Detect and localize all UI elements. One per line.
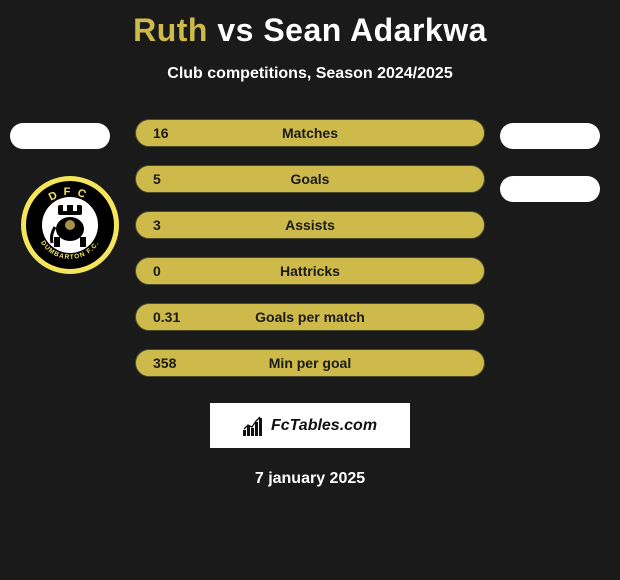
stat-row-hattricks: 0 Hattricks bbox=[135, 257, 485, 285]
club-badge: DFC DUMBARTON F.C. bbox=[20, 175, 120, 275]
stat-label: Matches bbox=[136, 125, 484, 141]
left-placeholder-pill-1 bbox=[10, 123, 110, 149]
stat-row-min-per-goal: 358 Min per goal bbox=[135, 349, 485, 377]
vs-separator: vs bbox=[208, 12, 263, 48]
player-b-name: Sean Adarkwa bbox=[263, 12, 487, 48]
stat-row-goals: 5 Goals bbox=[135, 165, 485, 193]
stat-row-assists: 3 Assists bbox=[135, 211, 485, 239]
stat-row-matches: 16 Matches bbox=[135, 119, 485, 147]
subtitle: Club competitions, Season 2024/2025 bbox=[0, 65, 620, 83]
stat-label: Assists bbox=[136, 217, 484, 233]
stat-row-goals-per-match: 0.31 Goals per match bbox=[135, 303, 485, 331]
stat-value: 358 bbox=[153, 355, 176, 371]
stat-label: Goals per match bbox=[136, 309, 484, 325]
fctables-attribution: FcTables.com bbox=[210, 403, 410, 448]
stat-value: 3 bbox=[153, 217, 161, 233]
comparison-title: Ruth vs Sean Adarkwa bbox=[0, 0, 620, 49]
fctables-logo-icon bbox=[243, 416, 265, 436]
right-placeholder-pill-2 bbox=[500, 176, 600, 202]
stat-label: Goals bbox=[136, 171, 484, 187]
stat-value: 16 bbox=[153, 125, 169, 141]
stat-value: 0.31 bbox=[153, 309, 180, 325]
stat-value: 5 bbox=[153, 171, 161, 187]
stat-label: Hattricks bbox=[136, 263, 484, 279]
fctables-text: FcTables.com bbox=[271, 417, 377, 435]
date-label: 7 january 2025 bbox=[0, 470, 620, 488]
right-placeholder-pill-1 bbox=[500, 123, 600, 149]
player-a-name: Ruth bbox=[133, 12, 208, 48]
stat-value: 0 bbox=[153, 263, 161, 279]
stat-label: Min per goal bbox=[136, 355, 484, 371]
